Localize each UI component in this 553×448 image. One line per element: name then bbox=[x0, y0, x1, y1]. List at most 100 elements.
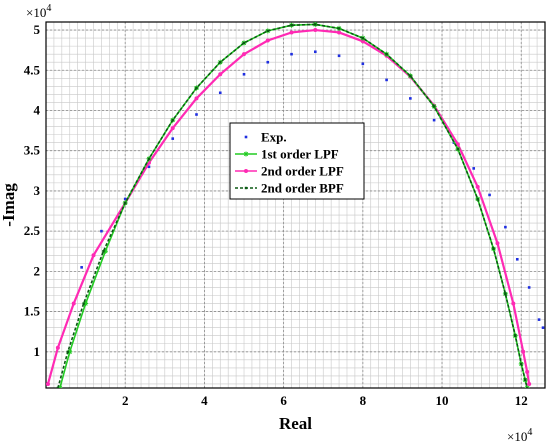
data-point bbox=[433, 105, 435, 107]
data-point bbox=[362, 37, 364, 39]
data-point bbox=[172, 119, 174, 121]
plot-frame bbox=[46, 22, 545, 388]
data-point bbox=[195, 113, 198, 116]
data-point bbox=[313, 28, 317, 32]
y-axis-label: -Imag bbox=[0, 183, 18, 227]
data-point bbox=[46, 382, 50, 386]
data-point bbox=[385, 53, 387, 55]
y-tick-label: 3.5 bbox=[24, 143, 41, 158]
data-point bbox=[472, 167, 475, 170]
data-point bbox=[524, 379, 526, 381]
y-multiplier-exponent: 4 bbox=[46, 3, 51, 14]
data-point bbox=[171, 137, 174, 140]
y-tick-label: 4 bbox=[34, 102, 41, 117]
legend-label: 2nd order BPF bbox=[261, 181, 344, 196]
data-point bbox=[102, 250, 104, 252]
y-tick-label: 5 bbox=[34, 22, 41, 37]
data-point bbox=[433, 119, 436, 122]
data-point bbox=[476, 185, 480, 189]
data-point bbox=[476, 198, 478, 200]
series-layer bbox=[46, 22, 544, 391]
x-axis-multiplier: ×104 bbox=[507, 427, 532, 444]
series-2 bbox=[57, 22, 529, 391]
data-point bbox=[124, 202, 126, 204]
data-point bbox=[267, 30, 269, 32]
data-point bbox=[409, 97, 412, 100]
data-point bbox=[516, 258, 519, 261]
data-point bbox=[194, 96, 198, 100]
data-point bbox=[488, 194, 491, 197]
data-point bbox=[80, 266, 83, 269]
data-point bbox=[219, 91, 222, 94]
data-point bbox=[504, 226, 507, 229]
data-point bbox=[219, 61, 221, 63]
y-tick-label: 3 bbox=[34, 183, 41, 198]
minor-grid bbox=[46, 22, 545, 388]
data-point bbox=[56, 346, 60, 350]
data-point bbox=[504, 293, 506, 295]
data-point bbox=[82, 302, 84, 304]
x-tick-label: 10 bbox=[436, 393, 449, 408]
legend-marker bbox=[245, 187, 247, 189]
data-point bbox=[314, 23, 316, 25]
data-point bbox=[520, 363, 522, 365]
legend-marker bbox=[244, 169, 248, 173]
data-point bbox=[457, 148, 459, 150]
data-point bbox=[385, 79, 388, 82]
data-point bbox=[525, 370, 529, 374]
data-point bbox=[538, 318, 541, 321]
data-point bbox=[290, 30, 294, 34]
data-point bbox=[243, 73, 246, 76]
x-tick-label: 6 bbox=[280, 393, 287, 408]
data-point bbox=[290, 24, 292, 26]
series-line bbox=[60, 24, 527, 388]
data-point bbox=[409, 75, 411, 77]
y-multiplier-base: ×10 bbox=[26, 5, 46, 20]
legend-label: Exp. bbox=[261, 130, 287, 145]
legend-marker bbox=[245, 136, 248, 139]
y-axis-multiplier: ×104 bbox=[26, 3, 51, 20]
major-grid bbox=[46, 22, 545, 388]
x-tick-label: 12 bbox=[515, 393, 528, 408]
data-point bbox=[57, 387, 59, 389]
data-point bbox=[218, 72, 222, 76]
x-tick-label: 2 bbox=[122, 393, 129, 408]
series-line bbox=[58, 24, 527, 388]
data-point bbox=[511, 302, 515, 306]
data-point bbox=[171, 126, 175, 130]
legend-label: 1st order LPF bbox=[261, 147, 339, 162]
data-point bbox=[495, 241, 499, 245]
y-tick-label: 2.5 bbox=[24, 223, 41, 238]
data-point bbox=[72, 302, 76, 306]
data-point bbox=[526, 387, 528, 389]
legend: Exp. 1st order LPF 2nd order LPF 2nd order … bbox=[230, 123, 364, 199]
data-point bbox=[100, 230, 103, 233]
data-point bbox=[148, 158, 150, 160]
data-point bbox=[314, 50, 317, 53]
x-tick-label: 8 bbox=[360, 393, 367, 408]
x-multiplier-exponent: 4 bbox=[527, 427, 532, 438]
legend-label: 2nd order LPF bbox=[261, 164, 344, 179]
x-multiplier-base: ×10 bbox=[507, 429, 527, 444]
data-point bbox=[362, 63, 365, 66]
data-point bbox=[242, 52, 246, 56]
data-point bbox=[492, 248, 494, 250]
data-point bbox=[338, 27, 340, 29]
y-tick-label: 1 bbox=[34, 344, 41, 359]
data-point bbox=[266, 61, 269, 64]
data-point bbox=[338, 54, 341, 57]
data-point bbox=[514, 335, 516, 337]
data-point bbox=[527, 382, 531, 386]
data-point bbox=[195, 87, 197, 89]
legend-marker bbox=[244, 152, 249, 157]
data-point bbox=[92, 253, 96, 257]
data-point bbox=[290, 53, 293, 56]
x-tick-label: 4 bbox=[201, 393, 208, 408]
data-point bbox=[521, 350, 525, 354]
data-point bbox=[337, 30, 341, 34]
x-axis-label: Real bbox=[279, 414, 312, 433]
data-point bbox=[67, 351, 69, 353]
data-point bbox=[542, 326, 545, 329]
y-tick-label: 4.5 bbox=[24, 62, 41, 77]
